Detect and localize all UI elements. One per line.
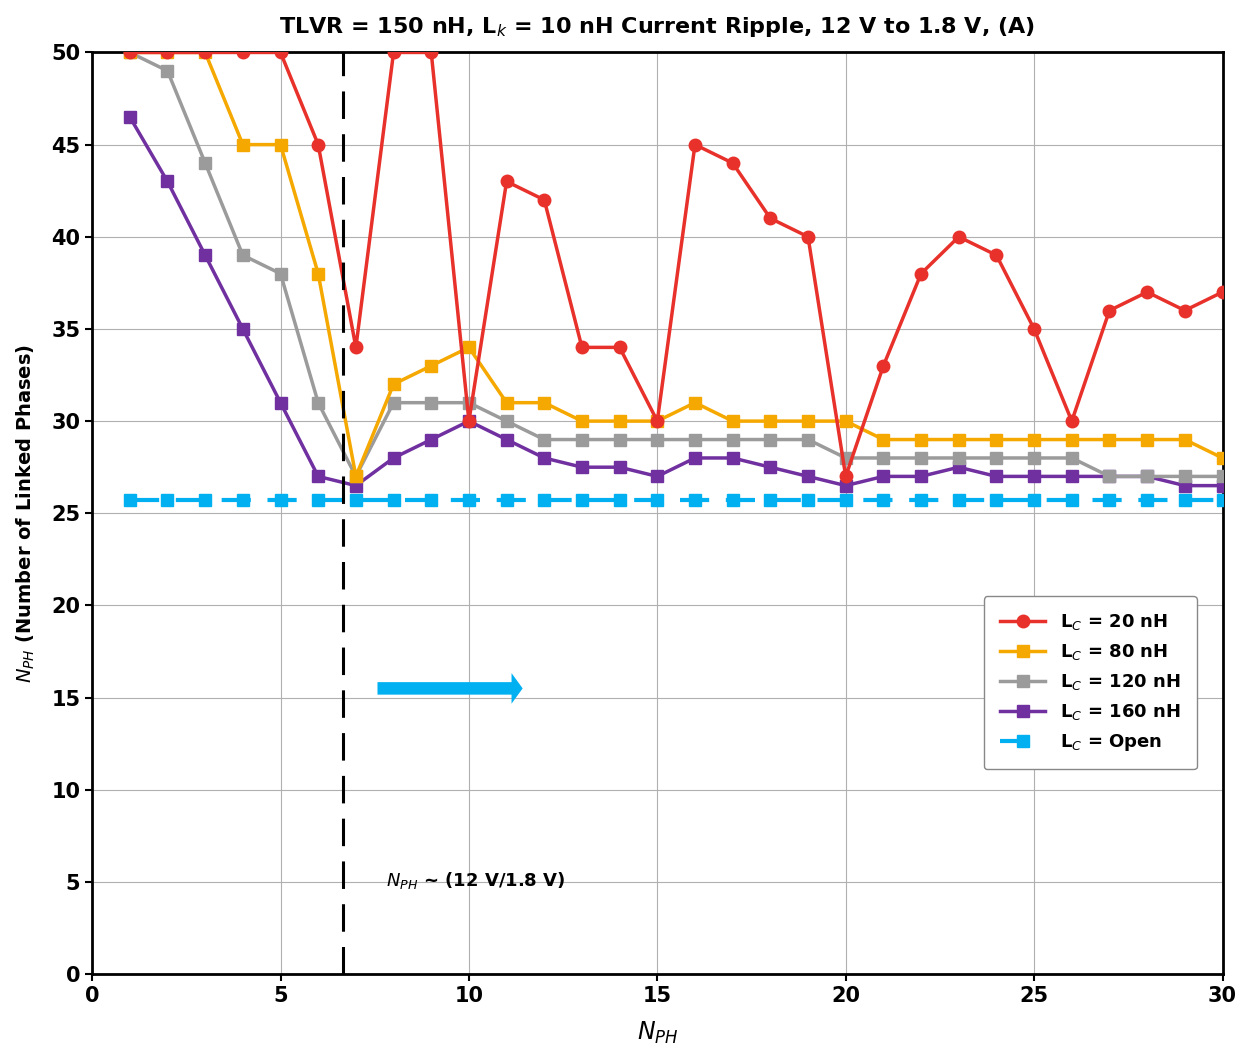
Legend: L$_C$ = 20 nH, L$_C$ = 80 nH, L$_C$ = 120 nH, L$_C$ = 160 nH, L$_C$ = Open: L$_C$ = 20 nH, L$_C$ = 80 nH, L$_C$ = 12… xyxy=(984,596,1197,769)
X-axis label: $N_{PH}$: $N_{PH}$ xyxy=(636,1020,679,1046)
Y-axis label: $N_{PH}$ (Number of Linked Phases): $N_{PH}$ (Number of Linked Phases) xyxy=(15,344,38,683)
Text: $N_{PH}$ ~ (12 V/1.8 V): $N_{PH}$ ~ (12 V/1.8 V) xyxy=(386,870,565,891)
Title: TLVR = 150 nH, L$_k$ = 10 nH Current Ripple, 12 V to 1.8 V, (A): TLVR = 150 nH, L$_k$ = 10 nH Current Rip… xyxy=(279,15,1035,39)
